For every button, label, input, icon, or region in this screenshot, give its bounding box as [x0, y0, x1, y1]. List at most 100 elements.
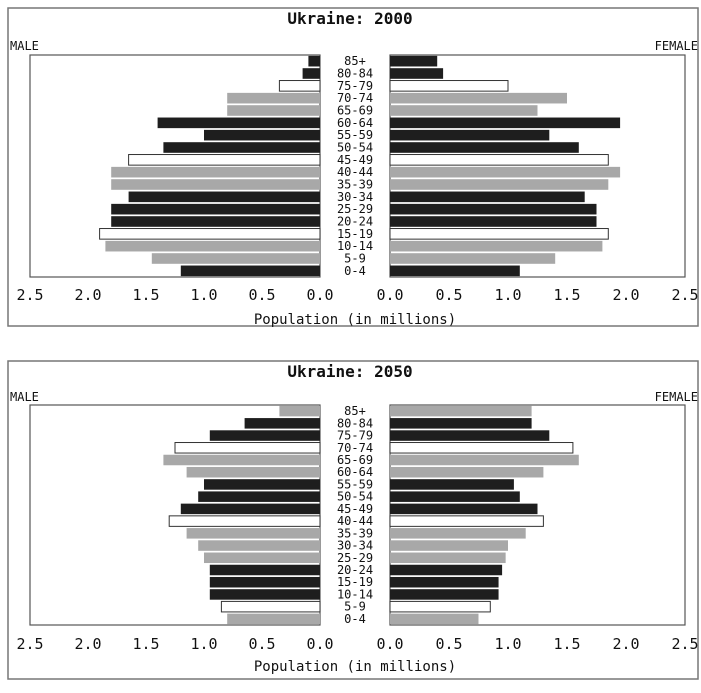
age-label-50-54: 50-54: [337, 490, 373, 504]
pyramid-panel-2000: Ukraine: 2000 MALE FEMALE Population (in…: [0, 0, 701, 340]
male-bar-55-59: [204, 129, 320, 141]
female-label: FEMALE: [655, 39, 698, 53]
male-plot-frame: [29, 54, 321, 278]
female-tick-label: 2.0: [612, 635, 639, 653]
male-bar-15-19: [209, 576, 320, 588]
age-label-35-39: 35-39: [337, 178, 373, 192]
x-ticks: 2.5 2.0 1.5 1.0 0.5 0.0 0.0 0.5 1.0 1.5 2.0 2.5: [16, 286, 698, 304]
female-bar-85+: [390, 55, 438, 67]
male-bar-35-39: [186, 528, 320, 539]
male-tick-label: 0.0: [306, 286, 333, 304]
male-tick-label: 2.0: [74, 286, 101, 304]
female-label: FEMALE: [655, 390, 698, 404]
male-bar-75-79: [278, 80, 321, 92]
age-label-20-24: 20-24: [337, 563, 373, 577]
male-bar-70-74: [174, 442, 321, 454]
male-tick-label: 2.0: [74, 635, 101, 653]
female-bar-75-79: [389, 80, 509, 92]
female-bar-70-74: [389, 442, 574, 454]
age-label-50-54: 50-54: [337, 141, 373, 155]
population-pyramid-2050: Ukraine: 2050 MALE FEMALE Population (in…: [7, 360, 699, 680]
female-bar-55-59: [390, 479, 514, 490]
bars: [99, 55, 621, 277]
male-tick-label: 0.5: [248, 286, 275, 304]
female-tick-label: 1.0: [494, 635, 521, 653]
population-pyramid-2000: Ukraine: 2000 MALE FEMALE Population (in…: [7, 7, 699, 328]
male-bar-25-29: [111, 203, 320, 215]
female-bar-15-19: [390, 576, 499, 588]
age-label-20-24: 20-24: [337, 215, 373, 229]
age-label-15-19: 15-19: [337, 575, 373, 589]
plot-frames: [29, 54, 686, 278]
male-bar-40-44: [111, 166, 320, 178]
age-label-15-19: 15-19: [337, 227, 373, 241]
chart-title: Ukraine: 2000: [287, 9, 412, 28]
male-bar-20-24: [209, 564, 320, 576]
age-label-85+: 85+: [344, 54, 366, 68]
male-bar-80-84: [302, 68, 320, 79]
female-tick-label: 2.5: [671, 286, 698, 304]
female-bar-0-4: [390, 613, 479, 625]
female-bar-15-19: [389, 228, 609, 240]
age-label-55-59: 55-59: [337, 477, 373, 491]
age-label-5-9: 5-9: [344, 252, 366, 266]
female-bar-30-34: [390, 191, 585, 203]
age-label-25-29: 25-29: [337, 202, 373, 216]
male-tick-label: 1.0: [190, 286, 217, 304]
male-bar-30-34: [198, 540, 320, 551]
female-plot-frame: [389, 404, 686, 626]
age-label-45-49: 45-49: [337, 153, 373, 167]
age-label-75-79: 75-79: [337, 79, 373, 93]
male-bar-60-64: [186, 466, 320, 478]
female-tick-label: 2.5: [671, 635, 698, 653]
plot-frames: [29, 404, 686, 626]
female-bar-40-44: [390, 166, 621, 178]
male-bar-35-39: [111, 179, 320, 190]
female-tick-label: 0.5: [435, 286, 462, 304]
male-bar-65-69: [227, 105, 320, 116]
male-bar-0-4: [180, 265, 320, 277]
male-bar-85+: [279, 405, 320, 417]
age-label-10-14: 10-14: [337, 239, 373, 253]
male-tick-label: 0.5: [248, 635, 275, 653]
male-plot-frame: [29, 404, 321, 626]
female-bar-80-84: [390, 418, 532, 429]
female-bar-65-69: [390, 454, 579, 466]
male-tick-label: 1.0: [190, 635, 217, 653]
male-bar-20-24: [111, 216, 320, 227]
male-bar-45-49: [128, 154, 321, 166]
age-label-85+: 85+: [344, 404, 366, 418]
female-plot-frame: [389, 54, 686, 278]
female-tick-label: 2.0: [612, 286, 639, 304]
x-axis-label: Population (in millions): [254, 312, 456, 328]
female-bar-25-29: [390, 203, 597, 215]
age-label-5-9: 5-9: [344, 600, 366, 614]
female-bar-45-49: [390, 503, 538, 515]
male-bar-10-14: [209, 589, 320, 600]
female-bar-20-24: [390, 564, 503, 576]
male-bar-75-79: [209, 430, 320, 441]
female-bar-60-64: [390, 466, 544, 478]
male-bar-55-59: [204, 479, 320, 490]
age-label-0-4: 0-4: [344, 612, 366, 626]
age-label-60-64: 60-64: [337, 465, 373, 479]
male-bar-85+: [308, 55, 320, 67]
male-bar-65-69: [163, 454, 320, 466]
chart-title: Ukraine: 2050: [287, 362, 412, 381]
female-tick-label: 0.0: [376, 286, 403, 304]
male-bar-5-9: [151, 253, 320, 264]
pyramid-panel-2050: Ukraine: 2050 MALE FEMALE Population (in…: [0, 353, 701, 693]
female-tick-label: 1.5: [553, 286, 580, 304]
female-bar-20-24: [390, 216, 597, 227]
female-bar-25-29: [390, 552, 506, 564]
female-bar-80-84: [390, 68, 444, 79]
female-bar-0-4: [390, 265, 520, 277]
age-label-30-34: 30-34: [337, 190, 373, 204]
female-bar-10-14: [390, 589, 499, 600]
female-tick-label: 1.5: [553, 635, 580, 653]
male-bar-80-84: [244, 418, 320, 429]
male-tick-label: 1.5: [132, 635, 159, 653]
male-tick-label: 2.5: [16, 635, 43, 653]
male-tick-label: 1.5: [132, 286, 159, 304]
age-label-0-4: 0-4: [344, 264, 366, 278]
